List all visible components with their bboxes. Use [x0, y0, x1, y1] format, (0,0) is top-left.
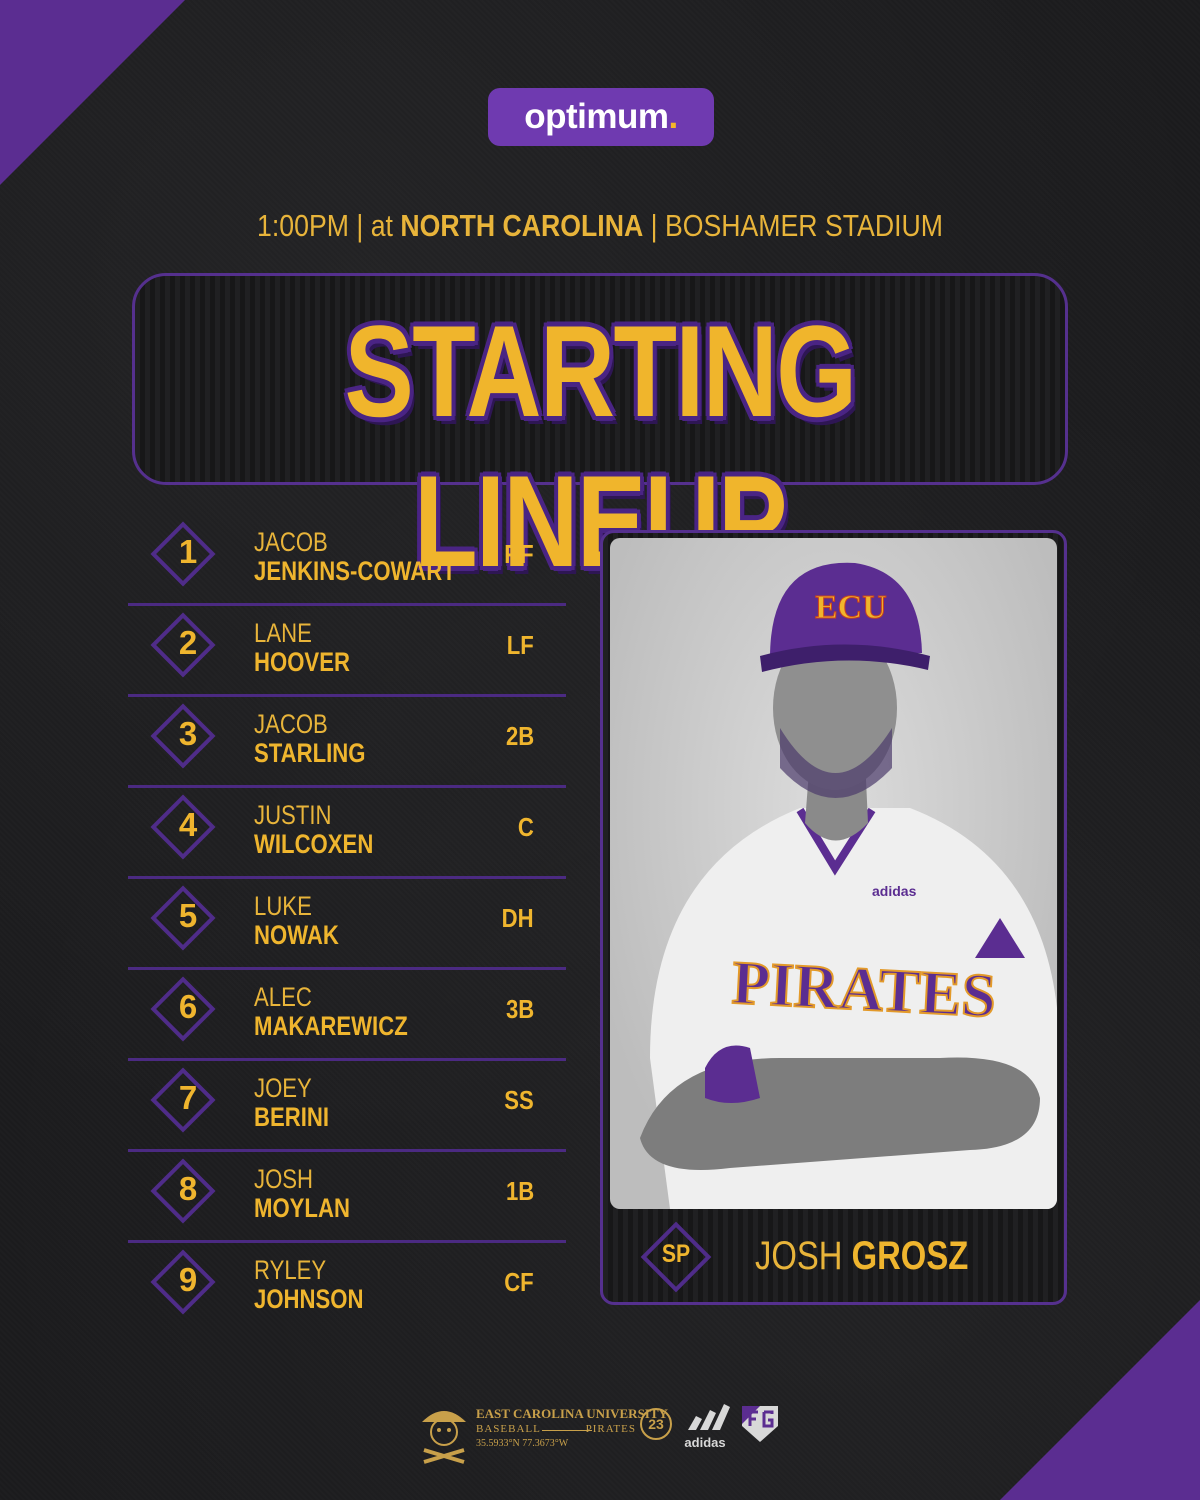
- player-first-name: LANE: [254, 618, 312, 648]
- player-last-name: JENKINS-COWART: [254, 556, 456, 586]
- lineup-row: 5 LUKE NOWAK DH: [128, 879, 566, 970]
- game-time: 1:00PM: [257, 208, 349, 243]
- player-first-name: JACOB: [254, 527, 328, 557]
- player-last-name: NOWAK: [254, 920, 339, 950]
- player-first-name: JOSH: [254, 1164, 314, 1194]
- footer-divider: [542, 1430, 592, 1431]
- starting-pitcher-card: ECU adidas PIRATES SP JOSH GROSZ: [600, 530, 1067, 1305]
- player-first-name: ALEC: [254, 982, 312, 1012]
- batting-order: 4: [178, 806, 198, 843]
- player-position: RF: [504, 539, 534, 569]
- batting-order: 9: [178, 1261, 198, 1298]
- aac-logo-icon: [975, 918, 1025, 958]
- player-last-name: BERINI: [254, 1102, 330, 1132]
- batting-order: 8: [178, 1170, 198, 1207]
- pirate-logo-icon: [422, 1411, 466, 1464]
- player-first-name: LUKE: [254, 891, 312, 921]
- batting-order: 7: [178, 1079, 198, 1116]
- player-position: 2B: [505, 721, 534, 751]
- player-cap: [770, 562, 922, 658]
- footer-school-name: EAST CAROLINA UNIVERSITY: [476, 1406, 668, 1421]
- player-last-name: MOYLAN: [254, 1193, 350, 1223]
- footer-team: PIRATES: [585, 1423, 636, 1435]
- batting-order: 3: [178, 715, 198, 752]
- adidas-wordmark: adidas: [684, 1435, 726, 1450]
- batting-order: 5: [178, 897, 198, 934]
- player-beard: [780, 728, 892, 798]
- player-first-name: JACOB: [254, 709, 328, 739]
- game-venue: BOSHAMER STADIUM: [664, 208, 943, 243]
- batting-order: 6: [178, 988, 198, 1025]
- batting-order: 2: [178, 624, 198, 661]
- sponsor-dot: .: [668, 97, 679, 136]
- game-info-separator: |: [643, 208, 665, 243]
- lineup-row: 8 JOSH MOYLAN 1B: [128, 1152, 566, 1243]
- footer-badge: 23: [640, 1408, 672, 1440]
- footer-logos: EAST CAROLINA UNIVERSITY BASEBALL PIRATE…: [414, 1400, 794, 1470]
- player-photo: ECU adidas PIRATES: [610, 538, 1057, 1209]
- cap-brim: [760, 644, 930, 672]
- player-last-name: MAKAREWICZ: [254, 1011, 408, 1041]
- footer-sport-line: BASEBALL PIRATES: [476, 1423, 636, 1435]
- starting-pitcher-name: JOSH GROSZ: [755, 1234, 968, 1279]
- player-position: 3B: [505, 994, 534, 1024]
- pitcher-first-name: JOSH: [755, 1234, 843, 1278]
- player-position: DH: [502, 903, 534, 933]
- game-opponent: NORTH CAROLINA: [400, 208, 644, 243]
- lineup-row: 7 JOEY BERINI SS: [128, 1061, 566, 1152]
- player-last-name: STARLING: [254, 738, 366, 768]
- footer-coordinates: 35.5933°N 77.3673°W: [476, 1438, 569, 1449]
- lineup-row: 9 RYLEY JOHNSON CF: [128, 1243, 566, 1334]
- corner-accent-top-left: [0, 0, 185, 185]
- player-first-name: JOEY: [254, 1073, 312, 1103]
- player-last-name: HOOVER: [254, 647, 350, 677]
- player-first-name: JUSTIN: [254, 800, 332, 830]
- fg-logo-icon: [742, 1406, 778, 1442]
- jersey-lettering: PIRATES: [730, 949, 997, 1031]
- player-position: LF: [506, 630, 534, 660]
- player-position: C: [518, 812, 534, 842]
- adidas-logo: adidas: [678, 1402, 732, 1450]
- sp-label: SP: [661, 1240, 691, 1268]
- lineup-row: 6 ALEC MAKAREWICZ 3B: [128, 970, 566, 1061]
- sponsor-logo: optimum.: [488, 88, 714, 146]
- cap-logo: ECU: [815, 589, 887, 626]
- player-first-name: RYLEY: [254, 1255, 327, 1285]
- lineup-row: 2 LANE HOOVER LF: [128, 606, 566, 697]
- corner-accent-bottom-right: [1000, 1300, 1200, 1500]
- jersey-brand: adidas: [872, 883, 917, 899]
- player-position: SS: [504, 1085, 534, 1115]
- player-illustration: ECU adidas PIRATES: [640, 562, 1057, 1209]
- batting-order: 1: [178, 533, 198, 570]
- lineup-list: 1 JACOB JENKINS-COWART RF 2 LANE HOOVER …: [128, 515, 566, 1334]
- lineup-row: 4 JUSTIN WILCOXEN C: [128, 788, 566, 879]
- title-panel: STARTING LINEUP: [132, 273, 1068, 594]
- sleeve-cuff: [705, 1045, 760, 1103]
- lineup-row: 1 JACOB JENKINS-COWART RF: [128, 515, 566, 606]
- player-position: CF: [504, 1267, 534, 1297]
- pitcher-last-name: GROSZ: [851, 1234, 969, 1278]
- player-head: [773, 626, 897, 790]
- player-position: 1B: [505, 1176, 534, 1206]
- game-opponent-prefix: at: [370, 208, 401, 243]
- game-info-separator: |: [348, 208, 371, 243]
- player-last-name: WILCOXEN: [254, 829, 374, 859]
- game-info: 1:00PM | at NORTH CAROLINA | BOSHAMER ST…: [84, 208, 1116, 244]
- sponsor-name: optimum: [524, 97, 669, 136]
- player-last-name: JOHNSON: [254, 1284, 364, 1314]
- lineup-row: 3 JACOB STARLING 2B: [128, 697, 566, 788]
- adidas-logo-icon: [688, 1404, 730, 1430]
- footer-sport: BASEBALL: [476, 1423, 541, 1435]
